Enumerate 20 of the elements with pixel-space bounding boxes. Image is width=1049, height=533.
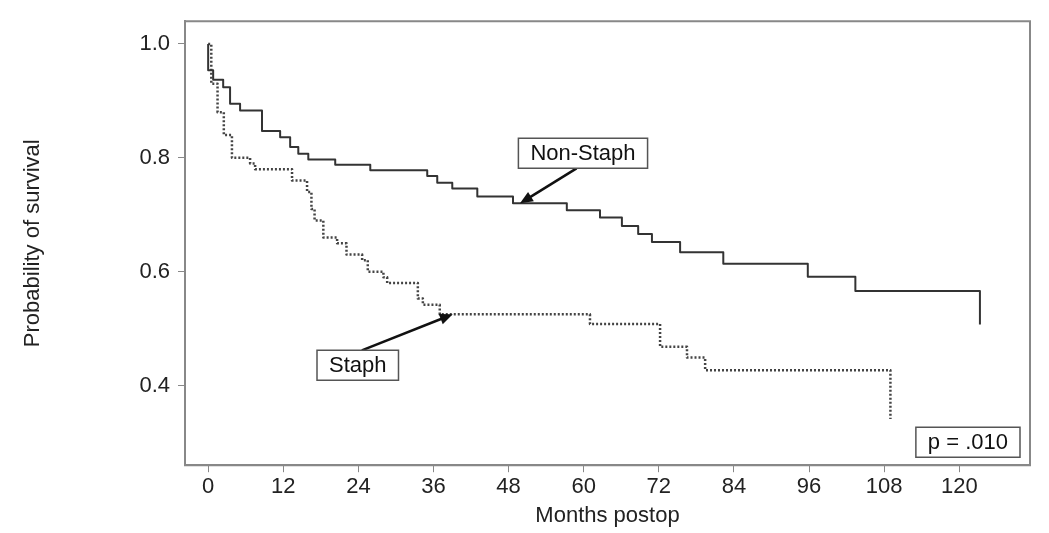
y-tick-label: 0.6 xyxy=(139,257,170,283)
y-axis-title: Probability of survival xyxy=(19,139,45,348)
x-tick-label: 72 xyxy=(646,473,672,499)
text: Staph xyxy=(329,352,387,378)
x-tick-label: 84 xyxy=(721,473,747,499)
y-tick-label: 1.0 xyxy=(139,30,170,56)
x-tick-label: 0 xyxy=(202,473,215,499)
x-axis-title: Months postop xyxy=(535,501,680,527)
x-tick-label: 24 xyxy=(346,473,371,499)
x-tick-label: 36 xyxy=(421,473,446,499)
x-tick-label: 60 xyxy=(571,473,596,499)
y-tick-label: 0.4 xyxy=(139,371,170,397)
y-tick-label: 0.8 xyxy=(139,143,170,169)
x-tick-label: 48 xyxy=(496,473,521,499)
series-label: Non-Staph xyxy=(530,140,636,166)
x-tick-label: 108 xyxy=(865,473,903,499)
annotation: p = .010 xyxy=(927,429,1009,455)
x-tick-label: 12 xyxy=(271,473,296,499)
x-tick-label: 120 xyxy=(940,473,978,499)
x-tick-label: 96 xyxy=(796,473,822,499)
